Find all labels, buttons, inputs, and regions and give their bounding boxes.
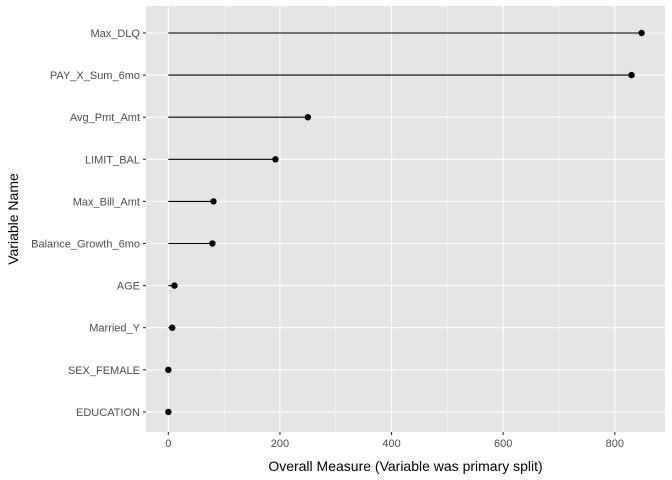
y-tick-label: AGE bbox=[117, 281, 140, 293]
y-tick-label: SEX_FEMALE bbox=[68, 365, 140, 377]
x-tick-label: 0 bbox=[165, 438, 171, 450]
lollipop-point bbox=[272, 156, 279, 163]
lollipop-point bbox=[210, 198, 217, 205]
x-axis: 0 200 400 600 800 bbox=[165, 432, 624, 450]
y-tick-label: EDUCATION bbox=[76, 407, 140, 419]
x-tick-label: 200 bbox=[271, 438, 289, 450]
x-axis-title: Overall Measure (Variable was primary sp… bbox=[268, 458, 542, 474]
lollipop-point bbox=[171, 282, 178, 289]
x-tick-label: 800 bbox=[606, 438, 624, 450]
x-tick-label: 600 bbox=[494, 438, 512, 450]
y-axis-title: Variable Name bbox=[5, 173, 21, 265]
y-tick-label: PAY_X_Sum_6mo bbox=[50, 70, 140, 82]
minor-gridlines bbox=[223, 6, 560, 432]
y-tick-label: Max_DLQ bbox=[90, 28, 140, 40]
y-tick-label: Balance_Growth_6mo bbox=[31, 239, 140, 251]
plot-panel bbox=[146, 6, 665, 432]
y-tick-label: Max_Bill_Amt bbox=[73, 196, 140, 208]
lollipop-point bbox=[628, 71, 635, 79]
lollipop-point bbox=[304, 114, 312, 121]
data-marks bbox=[165, 29, 645, 416]
lollipop-point bbox=[169, 324, 176, 331]
lollipop-point bbox=[165, 366, 172, 373]
lollipop-point bbox=[209, 240, 216, 247]
y-tick-label: Avg_Pmt_Amt bbox=[70, 112, 140, 124]
lollipop-point bbox=[638, 29, 645, 37]
y-tick-label: Married_Y bbox=[89, 323, 140, 335]
y-tick-label: LIMIT_BAL bbox=[85, 154, 140, 166]
lollipop-point bbox=[165, 408, 172, 416]
y-axis: Max_DLQ PAY_X_Sum_6mo Avg_Pmt_Amt LIMIT_BAL… bbox=[31, 28, 146, 419]
x-tick-label: 400 bbox=[382, 438, 400, 450]
